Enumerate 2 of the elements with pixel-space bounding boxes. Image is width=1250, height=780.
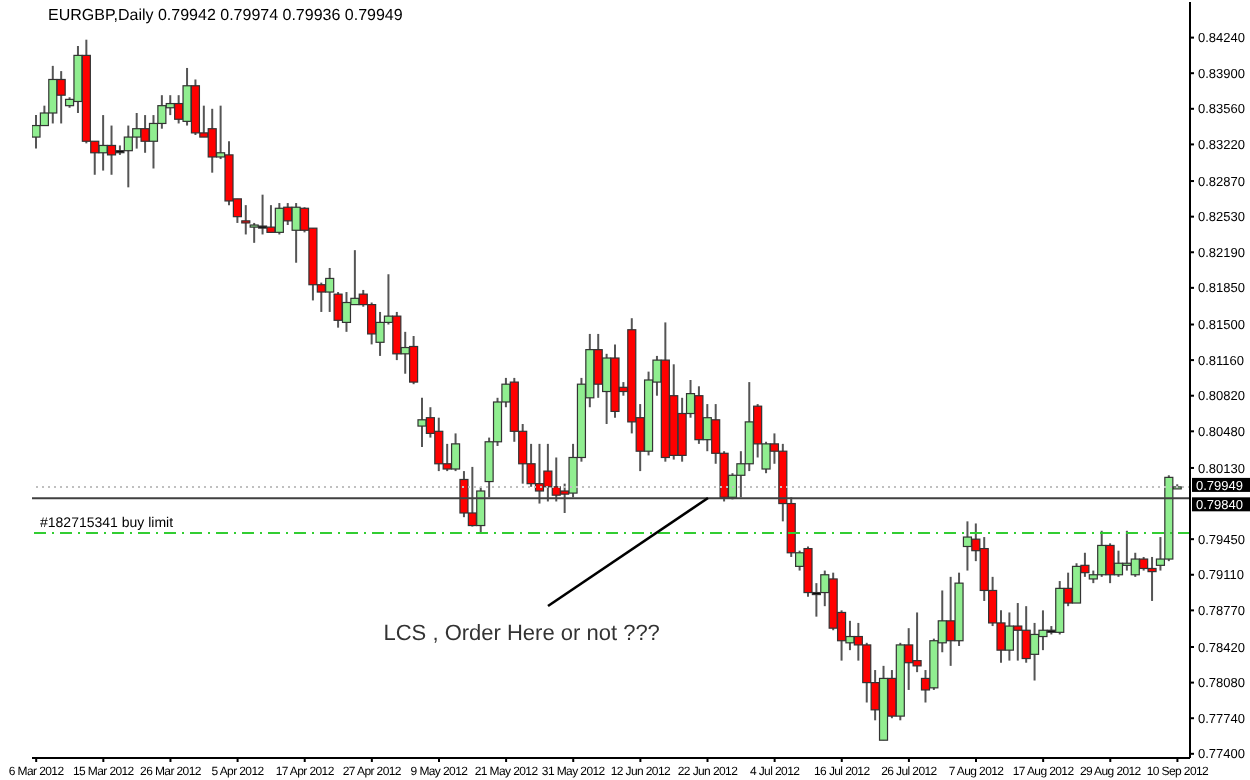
chart-title: EURGBP,Daily 0.79942 0.79974 0.79936 0.79949 <box>48 6 403 24</box>
annotation: LCS , Order Here or not ??? <box>383 622 660 647</box>
